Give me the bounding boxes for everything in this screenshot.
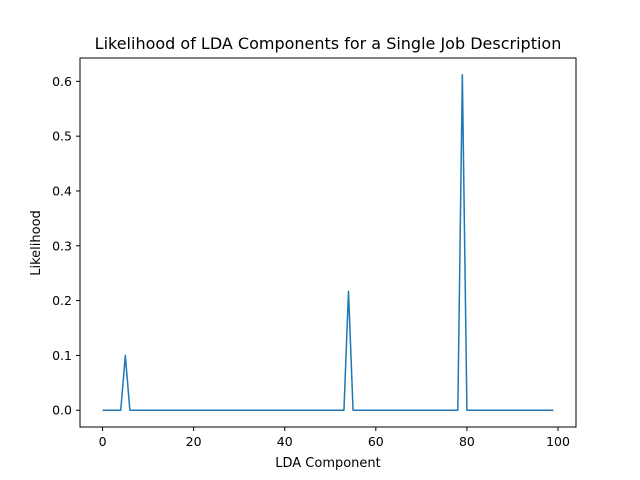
plot-frame xyxy=(79,57,577,428)
y-tick-label: 0.4 xyxy=(52,183,72,198)
x-tick-label: 60 xyxy=(368,434,384,449)
y-tick-label: 0.1 xyxy=(52,348,72,363)
y-tick-label: 0.6 xyxy=(52,74,72,89)
x-axis-label: LDA Component xyxy=(275,456,381,471)
y-tick-label: 0.2 xyxy=(52,293,72,308)
plot-area: 0 20 40 60 80 100 0.0 0.1 0.2 0.3 0.4 0.5 0.6 xyxy=(52,57,577,449)
y-tick-label: 0.3 xyxy=(52,238,72,253)
y-tick-label: 0.0 xyxy=(52,403,72,418)
x-tick-label: 20 xyxy=(186,434,202,449)
x-tick-label: 0 xyxy=(99,434,107,449)
series-line xyxy=(102,74,554,411)
x-tick-label: 100 xyxy=(546,434,570,449)
y-tick-label: 0.5 xyxy=(52,129,72,144)
y-axis: 0.0 0.1 0.2 0.3 0.4 0.5 0.6 xyxy=(52,74,80,418)
y-axis-label: Likelihood xyxy=(29,210,44,276)
x-axis: 0 20 40 60 80 100 xyxy=(99,427,570,449)
chart-title: Likelihood of LDA Components for a Singl… xyxy=(95,34,562,53)
x-tick-label: 80 xyxy=(459,434,475,449)
x-tick-label: 40 xyxy=(277,434,293,449)
